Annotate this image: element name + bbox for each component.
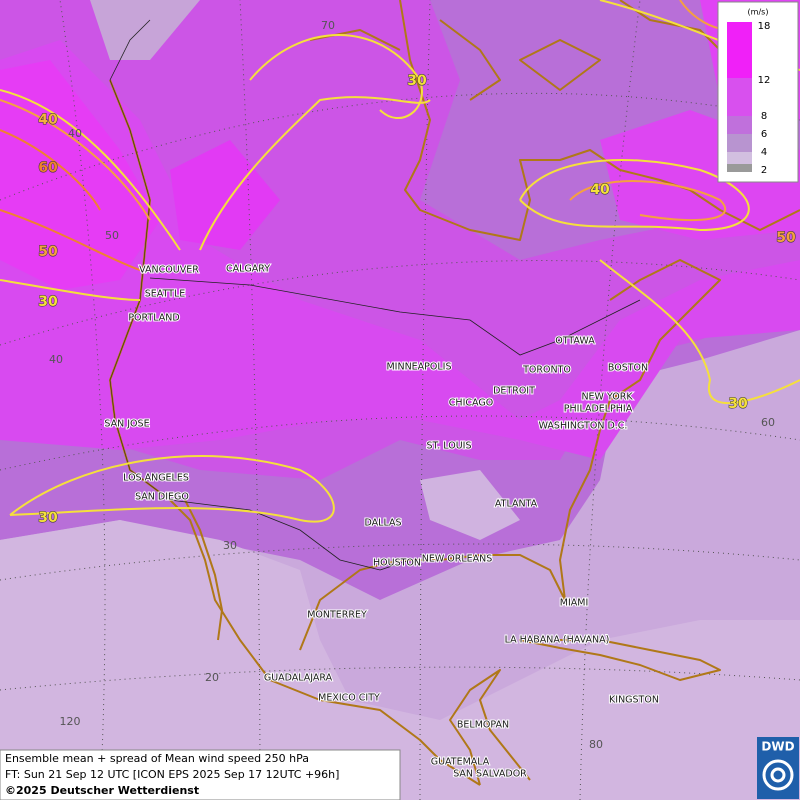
city-label: WASHINGTON D.C. (539, 421, 628, 432)
city-label: DETROIT (493, 386, 535, 397)
contour-label: 40 (590, 182, 610, 198)
city-label: LA HABANA (HAVANA) (505, 635, 610, 646)
city-label: PHILADELPHIA (564, 404, 633, 415)
city-label: NEW YORK (581, 392, 633, 403)
city-label: SAN JOSE (104, 419, 149, 430)
city-label: OTTAWA (555, 336, 595, 347)
city-label: KINGSTON (609, 695, 659, 706)
city-labels: VANCOUVER CALGARY SEATTLE PORTLAND MINNEAPOL… (103, 263, 660, 781)
lat-label: 70 (321, 19, 335, 32)
city-label: VANCOUVER (139, 265, 199, 276)
city-label: MIAMI (560, 598, 589, 609)
legend-swatch (727, 22, 752, 78)
legend-swatch (727, 152, 752, 164)
city-label: CALGARY (226, 264, 270, 275)
city-label: SEATTLE (145, 289, 186, 300)
legend-swatch (727, 116, 752, 134)
contour-labels: 30 40 60 50 30 30 40 50 30 (38, 73, 797, 527)
city-label: TORONTO (522, 365, 571, 376)
contour-label: 30 (728, 396, 748, 412)
city-label: LOS ANGELES (123, 473, 189, 484)
logo-icon (770, 767, 786, 783)
city-label: GUATEMALA (431, 757, 490, 768)
lat-label: 60 (761, 416, 775, 429)
legend-tick: 18 (758, 21, 771, 32)
graticule-labels: 70 50 40 40 30 20 120 60 80 (49, 19, 775, 751)
borders (109, 19, 641, 571)
footer-line: Ensemble mean + spread of Mean wind spee… (5, 752, 309, 765)
footer-line: FT: Sun 21 Sep 12 UTC [ICON EPS 2025 Sep… (5, 768, 339, 781)
lon-label: 80 (589, 738, 603, 751)
contour-label: 50 (776, 230, 796, 246)
coastlines (109, 0, 800, 786)
legend-tick: 2 (761, 165, 767, 176)
lat-label: 40 (49, 353, 63, 366)
city-label: BELMOPAN (457, 720, 509, 731)
city-label: MONTERREY (307, 610, 367, 621)
city-label: PORTLAND (128, 313, 179, 324)
city-label: HOUSTON (373, 558, 421, 569)
lon-label: 120 (60, 715, 81, 728)
footer-line: ©2025 Deutscher Wetterdienst (5, 784, 199, 797)
contour-label: 30 (38, 510, 58, 526)
lat-label: 20 (205, 671, 219, 684)
contour-label: 60 (38, 160, 58, 176)
logo-icon (762, 759, 794, 791)
city-label: ATLANTA (495, 499, 538, 510)
legend-swatch (727, 164, 752, 172)
city-label: GUADALAJARA (264, 673, 333, 684)
lat-label: 40 (68, 127, 82, 140)
legend: (m/s) 18 12 8 6 4 2 (717, 1, 799, 183)
contour-label: 30 (38, 294, 58, 310)
legend-tick: 12 (758, 75, 771, 86)
legend-unit: (m/s) (748, 8, 769, 17)
city-label: SAN SALVADOR (453, 769, 527, 780)
legend-swatch (727, 134, 752, 152)
city-label: SAN DIEGO (135, 492, 189, 503)
city-label: MEXICO CITY (318, 693, 380, 704)
legend-swatch (727, 78, 752, 116)
legend-tick: 6 (761, 129, 767, 140)
city-label: ST. LOUIS (427, 441, 472, 452)
footer: Ensemble mean + spread of Mean wind spee… (0, 737, 799, 800)
city-label: CHICAGO (449, 398, 493, 409)
city-label: MINNEAPOLIS (386, 362, 451, 373)
legend-tick: 4 (761, 147, 767, 158)
city-label: NEW ORLEANS (422, 554, 493, 565)
lat-label: 30 (223, 539, 237, 552)
contour-label: 30 (407, 73, 427, 89)
logo: DWD (761, 740, 794, 754)
city-label: BOSTON (608, 363, 648, 374)
contour-label: 40 (38, 112, 58, 128)
city-label: DALLAS (365, 518, 402, 529)
lat-label: 50 (105, 229, 119, 242)
footer-box (0, 749, 401, 800)
legend-tick: 8 (761, 111, 767, 122)
contour-label: 50 (38, 244, 58, 260)
